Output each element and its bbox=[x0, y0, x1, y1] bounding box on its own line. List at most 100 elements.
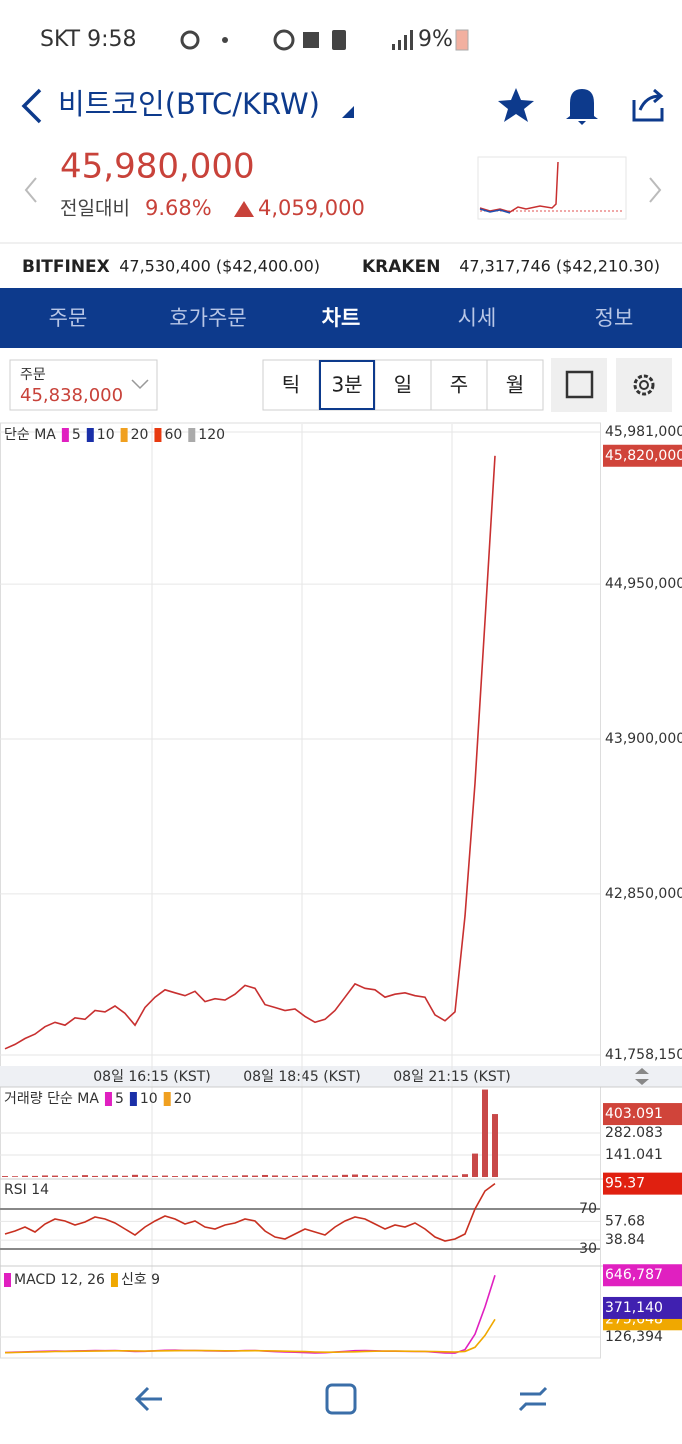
next-arrow[interactable] bbox=[649, 177, 662, 203]
prev-arrow[interactable] bbox=[24, 177, 37, 203]
legend-label: 신호 9 bbox=[121, 1272, 160, 1288]
draw-button[interactable] bbox=[551, 358, 607, 412]
resize-handle[interactable] bbox=[635, 1068, 649, 1085]
order-dropdown bbox=[131, 379, 149, 390]
volume-bar bbox=[432, 1175, 438, 1177]
interval-label: 일 bbox=[394, 373, 412, 397]
volume-bar bbox=[282, 1175, 288, 1177]
volume-bar bbox=[362, 1175, 368, 1177]
status-icons bbox=[180, 29, 413, 51]
current-price: 45,980,000 bbox=[60, 147, 255, 187]
title-dropdown[interactable] bbox=[342, 106, 354, 118]
tab[interactable]: 주문 bbox=[49, 306, 88, 330]
legend-label: 5 bbox=[115, 1091, 124, 1107]
y-tick-label: 42,850,000 bbox=[605, 886, 682, 902]
settings-icon-core bbox=[639, 380, 649, 390]
legend-swatch bbox=[4, 1273, 11, 1287]
tab[interactable]: 정보 bbox=[595, 306, 634, 330]
volume-bar bbox=[182, 1175, 188, 1177]
volume-bar bbox=[32, 1175, 38, 1177]
volume-bar bbox=[42, 1175, 48, 1177]
mini-line bbox=[479, 161, 559, 213]
settings-icon bbox=[633, 374, 655, 396]
nav-recent[interactable] bbox=[518, 1386, 548, 1412]
value-badge-label: 95.37 bbox=[605, 1176, 645, 1192]
volume-bar bbox=[262, 1174, 268, 1177]
volume-bar bbox=[272, 1175, 278, 1177]
volume-bar bbox=[212, 1175, 218, 1177]
y-tick-label: 44,950,000 bbox=[605, 576, 682, 592]
value-badge-label: 403.091 bbox=[605, 1106, 663, 1122]
legend-label: 10 bbox=[140, 1091, 158, 1107]
alert-icon[interactable] bbox=[566, 89, 598, 125]
legend-label: 5 bbox=[72, 427, 81, 443]
order-price: 45,838,000 bbox=[20, 385, 123, 406]
back-button[interactable] bbox=[21, 88, 42, 124]
legend-swatch bbox=[188, 428, 196, 442]
up-triangle bbox=[234, 201, 254, 217]
volume-bar bbox=[112, 1175, 118, 1177]
legend-swatch bbox=[104, 1092, 112, 1106]
legend-swatch bbox=[154, 428, 162, 442]
legend-swatch bbox=[61, 428, 69, 442]
volume-bar bbox=[332, 1175, 338, 1177]
series-line bbox=[4, 455, 496, 1050]
volume-bar bbox=[132, 1174, 138, 1177]
order-box[interactable] bbox=[9, 359, 158, 411]
interval-button[interactable] bbox=[486, 359, 544, 411]
tab[interactable]: 차트 bbox=[322, 306, 361, 330]
legend-swatch bbox=[110, 1273, 118, 1287]
order-label: 주문 bbox=[20, 367, 46, 383]
y-tick-label: 38.84 bbox=[605, 1232, 645, 1248]
volume-bar bbox=[452, 1175, 458, 1177]
volume-bar bbox=[402, 1175, 408, 1177]
volume-bar bbox=[62, 1176, 68, 1177]
interval-label: 3분 bbox=[331, 373, 362, 397]
volume-bar bbox=[252, 1175, 258, 1177]
y-tick-label: 70 bbox=[579, 1201, 597, 1217]
volume-bar bbox=[22, 1175, 28, 1177]
favorite-icon[interactable] bbox=[498, 88, 534, 122]
share-icon[interactable] bbox=[632, 88, 664, 122]
y-tick-label: 126,394 bbox=[605, 1329, 663, 1345]
volume-bar bbox=[162, 1175, 168, 1177]
interval-label: 월 bbox=[506, 373, 524, 397]
legend-label: MACD 12, 26 bbox=[14, 1272, 105, 1288]
volume-bar bbox=[152, 1175, 158, 1177]
legend-label: 20 bbox=[131, 427, 149, 443]
change-amount: 4,059,000 bbox=[258, 196, 365, 220]
y-tick-label: 282.083 bbox=[605, 1125, 663, 1141]
nav-back[interactable] bbox=[134, 1386, 162, 1412]
value-badge bbox=[603, 1172, 682, 1195]
legend-label: 60 bbox=[164, 427, 182, 443]
status-time: SKT 9:58 bbox=[40, 27, 137, 52]
change-label: 전일대비 bbox=[60, 198, 130, 220]
legend-swatch bbox=[129, 1092, 137, 1106]
coin-title[interactable]: 비트코인(BTC/KRW) bbox=[58, 87, 320, 121]
volume-bar bbox=[382, 1175, 388, 1177]
y-tick-label: 57.68 bbox=[605, 1213, 645, 1229]
exchange-price: 47,317,746 ($42,210.30) bbox=[459, 257, 660, 276]
volume-bar bbox=[232, 1175, 238, 1177]
value-badge-label: 646,787 bbox=[605, 1267, 663, 1283]
interval-label: 주 bbox=[450, 373, 468, 397]
y-tick-label: 45,981,000 bbox=[605, 424, 682, 440]
value-badge-label: 45,820,000 bbox=[605, 448, 682, 464]
legend-title: 거래량 단순 MA bbox=[4, 1091, 99, 1107]
legend-label: 10 bbox=[97, 427, 115, 443]
tab[interactable]: 호가주문 bbox=[169, 306, 246, 330]
volume-bar bbox=[422, 1175, 428, 1177]
volume-bar bbox=[12, 1176, 18, 1177]
tab[interactable]: 시세 bbox=[458, 306, 497, 330]
nav-home[interactable] bbox=[325, 1383, 357, 1415]
series-line bbox=[4, 1318, 496, 1354]
settings-button[interactable] bbox=[616, 358, 672, 412]
legend-swatch bbox=[163, 1092, 171, 1106]
volume-bar bbox=[222, 1176, 228, 1177]
volume-bar bbox=[322, 1175, 328, 1177]
legend-swatch bbox=[120, 428, 128, 442]
legend-swatch bbox=[86, 428, 94, 442]
interval-button[interactable] bbox=[430, 359, 488, 411]
